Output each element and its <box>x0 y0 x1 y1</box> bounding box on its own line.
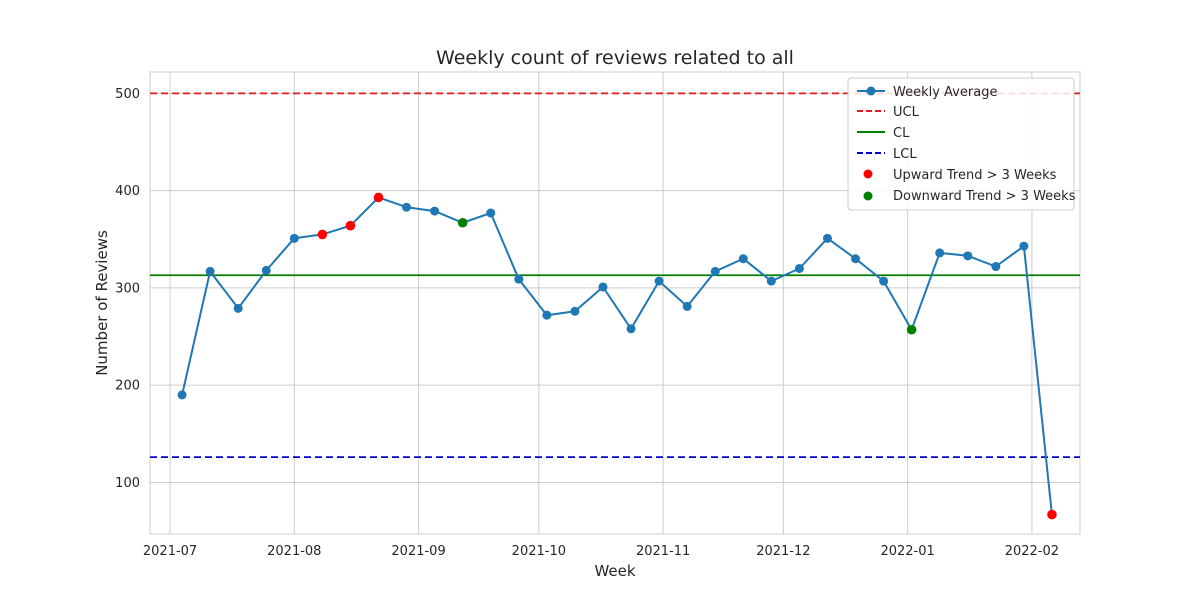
upward-trend-point <box>373 192 384 203</box>
chart-title: Weekly count of reviews related to all <box>436 47 794 69</box>
x-tick-label: 2021-07 <box>143 544 197 559</box>
downward-trend-point <box>457 217 468 228</box>
weekly-average-point <box>261 265 271 275</box>
weekly-average-point <box>514 274 524 284</box>
weekly-average-point <box>963 251 973 261</box>
y-axis-label: Number of Reviews <box>93 230 111 376</box>
upward-trend-point <box>1047 509 1057 520</box>
y-tick-label: 500 <box>115 87 140 102</box>
tick-labels: 100 200 300 400 500 2021-07 2021-08 2021-09 2021… <box>115 87 1059 559</box>
weekly-average-point <box>402 202 412 212</box>
weekly-average-point <box>935 248 945 258</box>
weekly-average-point <box>766 276 776 286</box>
upward-trend-point <box>345 220 356 231</box>
weekly-average-point <box>738 254 748 264</box>
x-tick-label: 2021-11 <box>636 544 690 559</box>
y-tick-label: 200 <box>115 379 140 394</box>
x-tick-label: 2021-10 <box>512 544 566 559</box>
legend-label-ucl: UCL <box>893 105 920 120</box>
weekly-average-point <box>233 303 243 313</box>
weekly-average-point <box>486 208 496 218</box>
weekly-average-point <box>822 233 832 243</box>
legend-box <box>847 77 1075 211</box>
series-layer <box>177 192 1057 520</box>
weekly-average-point <box>205 266 215 276</box>
weekly-average-point <box>430 206 440 216</box>
weekly-average-point <box>598 282 608 292</box>
upward-trend-point <box>317 229 328 240</box>
legend-label-downward-trend: Downward Trend > 3 Weeks <box>893 189 1076 204</box>
weekly-average-point <box>1019 241 1029 251</box>
x-tick-label: 2022-01 <box>880 544 934 559</box>
weekly-average-point <box>879 276 889 286</box>
legend: Weekly Average UCL CL LCL Upward Trend >… <box>847 77 1076 211</box>
weekly-average-point <box>542 310 552 320</box>
y-tick-label: 400 <box>115 184 140 199</box>
weekly-average-point <box>991 262 1001 272</box>
legend-marker-upward-trend <box>863 169 873 179</box>
x-tick-label: 2021-09 <box>391 544 445 559</box>
weekly-average-point <box>570 306 580 316</box>
legend-label-cl: CL <box>893 126 910 141</box>
y-tick-label: 100 <box>115 476 140 491</box>
legend-marker-downward-trend <box>863 191 873 201</box>
weekly-average-point <box>710 266 720 276</box>
x-tick-label: 2022-02 <box>1005 544 1059 559</box>
x-tick-label: 2021-08 <box>267 544 321 559</box>
legend-label-upward-trend: Upward Trend > 3 Weeks <box>893 168 1057 183</box>
weekly-average-point <box>626 324 636 334</box>
legend-marker-weekly-average <box>866 86 876 96</box>
weekly-average-point <box>289 233 299 243</box>
weekly-average-point <box>654 276 664 286</box>
downward-trend-point <box>906 324 917 335</box>
weekly-average-point <box>794 263 804 273</box>
x-tick-label: 2021-12 <box>756 544 810 559</box>
highlight-layer <box>317 192 1057 520</box>
legend-label-weekly-average: Weekly Average <box>893 85 997 100</box>
x-axis-label: Week <box>594 562 635 580</box>
weekly-average-point <box>177 390 187 400</box>
weekly-average-point <box>682 301 692 311</box>
y-tick-label: 300 <box>115 281 140 296</box>
legend-label-lcl: LCL <box>893 147 917 162</box>
weekly-average-point <box>851 254 861 264</box>
weekly-average-line <box>181 196 1053 515</box>
